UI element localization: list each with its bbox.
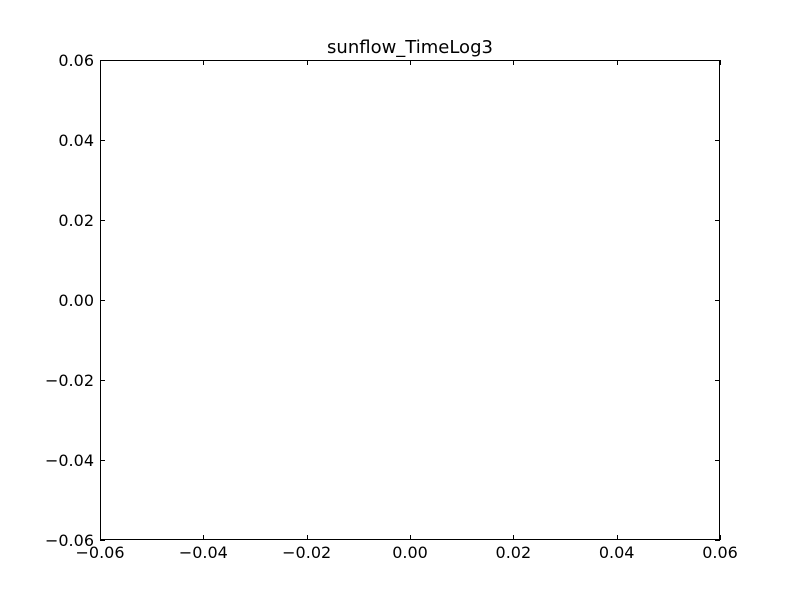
- y-tick-label: −0.04: [45, 451, 94, 470]
- x-tick-label: 0.00: [392, 543, 428, 562]
- x-tick-label: 0.04: [599, 543, 635, 562]
- y-tick-label: −0.02: [45, 371, 94, 390]
- plot-area: [100, 60, 720, 540]
- y-tick-label: 0.06: [58, 51, 94, 70]
- chart-title: sunflow_TimeLog3: [327, 37, 493, 58]
- y-tick-label: −0.06: [45, 531, 94, 550]
- x-axis: −0.06 −0.04 −0.02 0.00 0.02 0.04 0.06: [75, 60, 738, 562]
- x-tick-label: −0.04: [179, 543, 228, 562]
- x-tick-label: −0.02: [282, 543, 331, 562]
- x-tick-label: −0.06: [75, 543, 124, 562]
- y-tick-label: 0.00: [58, 291, 94, 310]
- y-tick-label: 0.02: [58, 211, 94, 230]
- x-tick-label: 0.02: [496, 543, 532, 562]
- y-axis: −0.06 −0.04 −0.02 0.00 0.02 0.04 0.06: [45, 51, 720, 550]
- y-tick-label: 0.04: [58, 131, 94, 150]
- x-tick-label: 0.06: [702, 543, 738, 562]
